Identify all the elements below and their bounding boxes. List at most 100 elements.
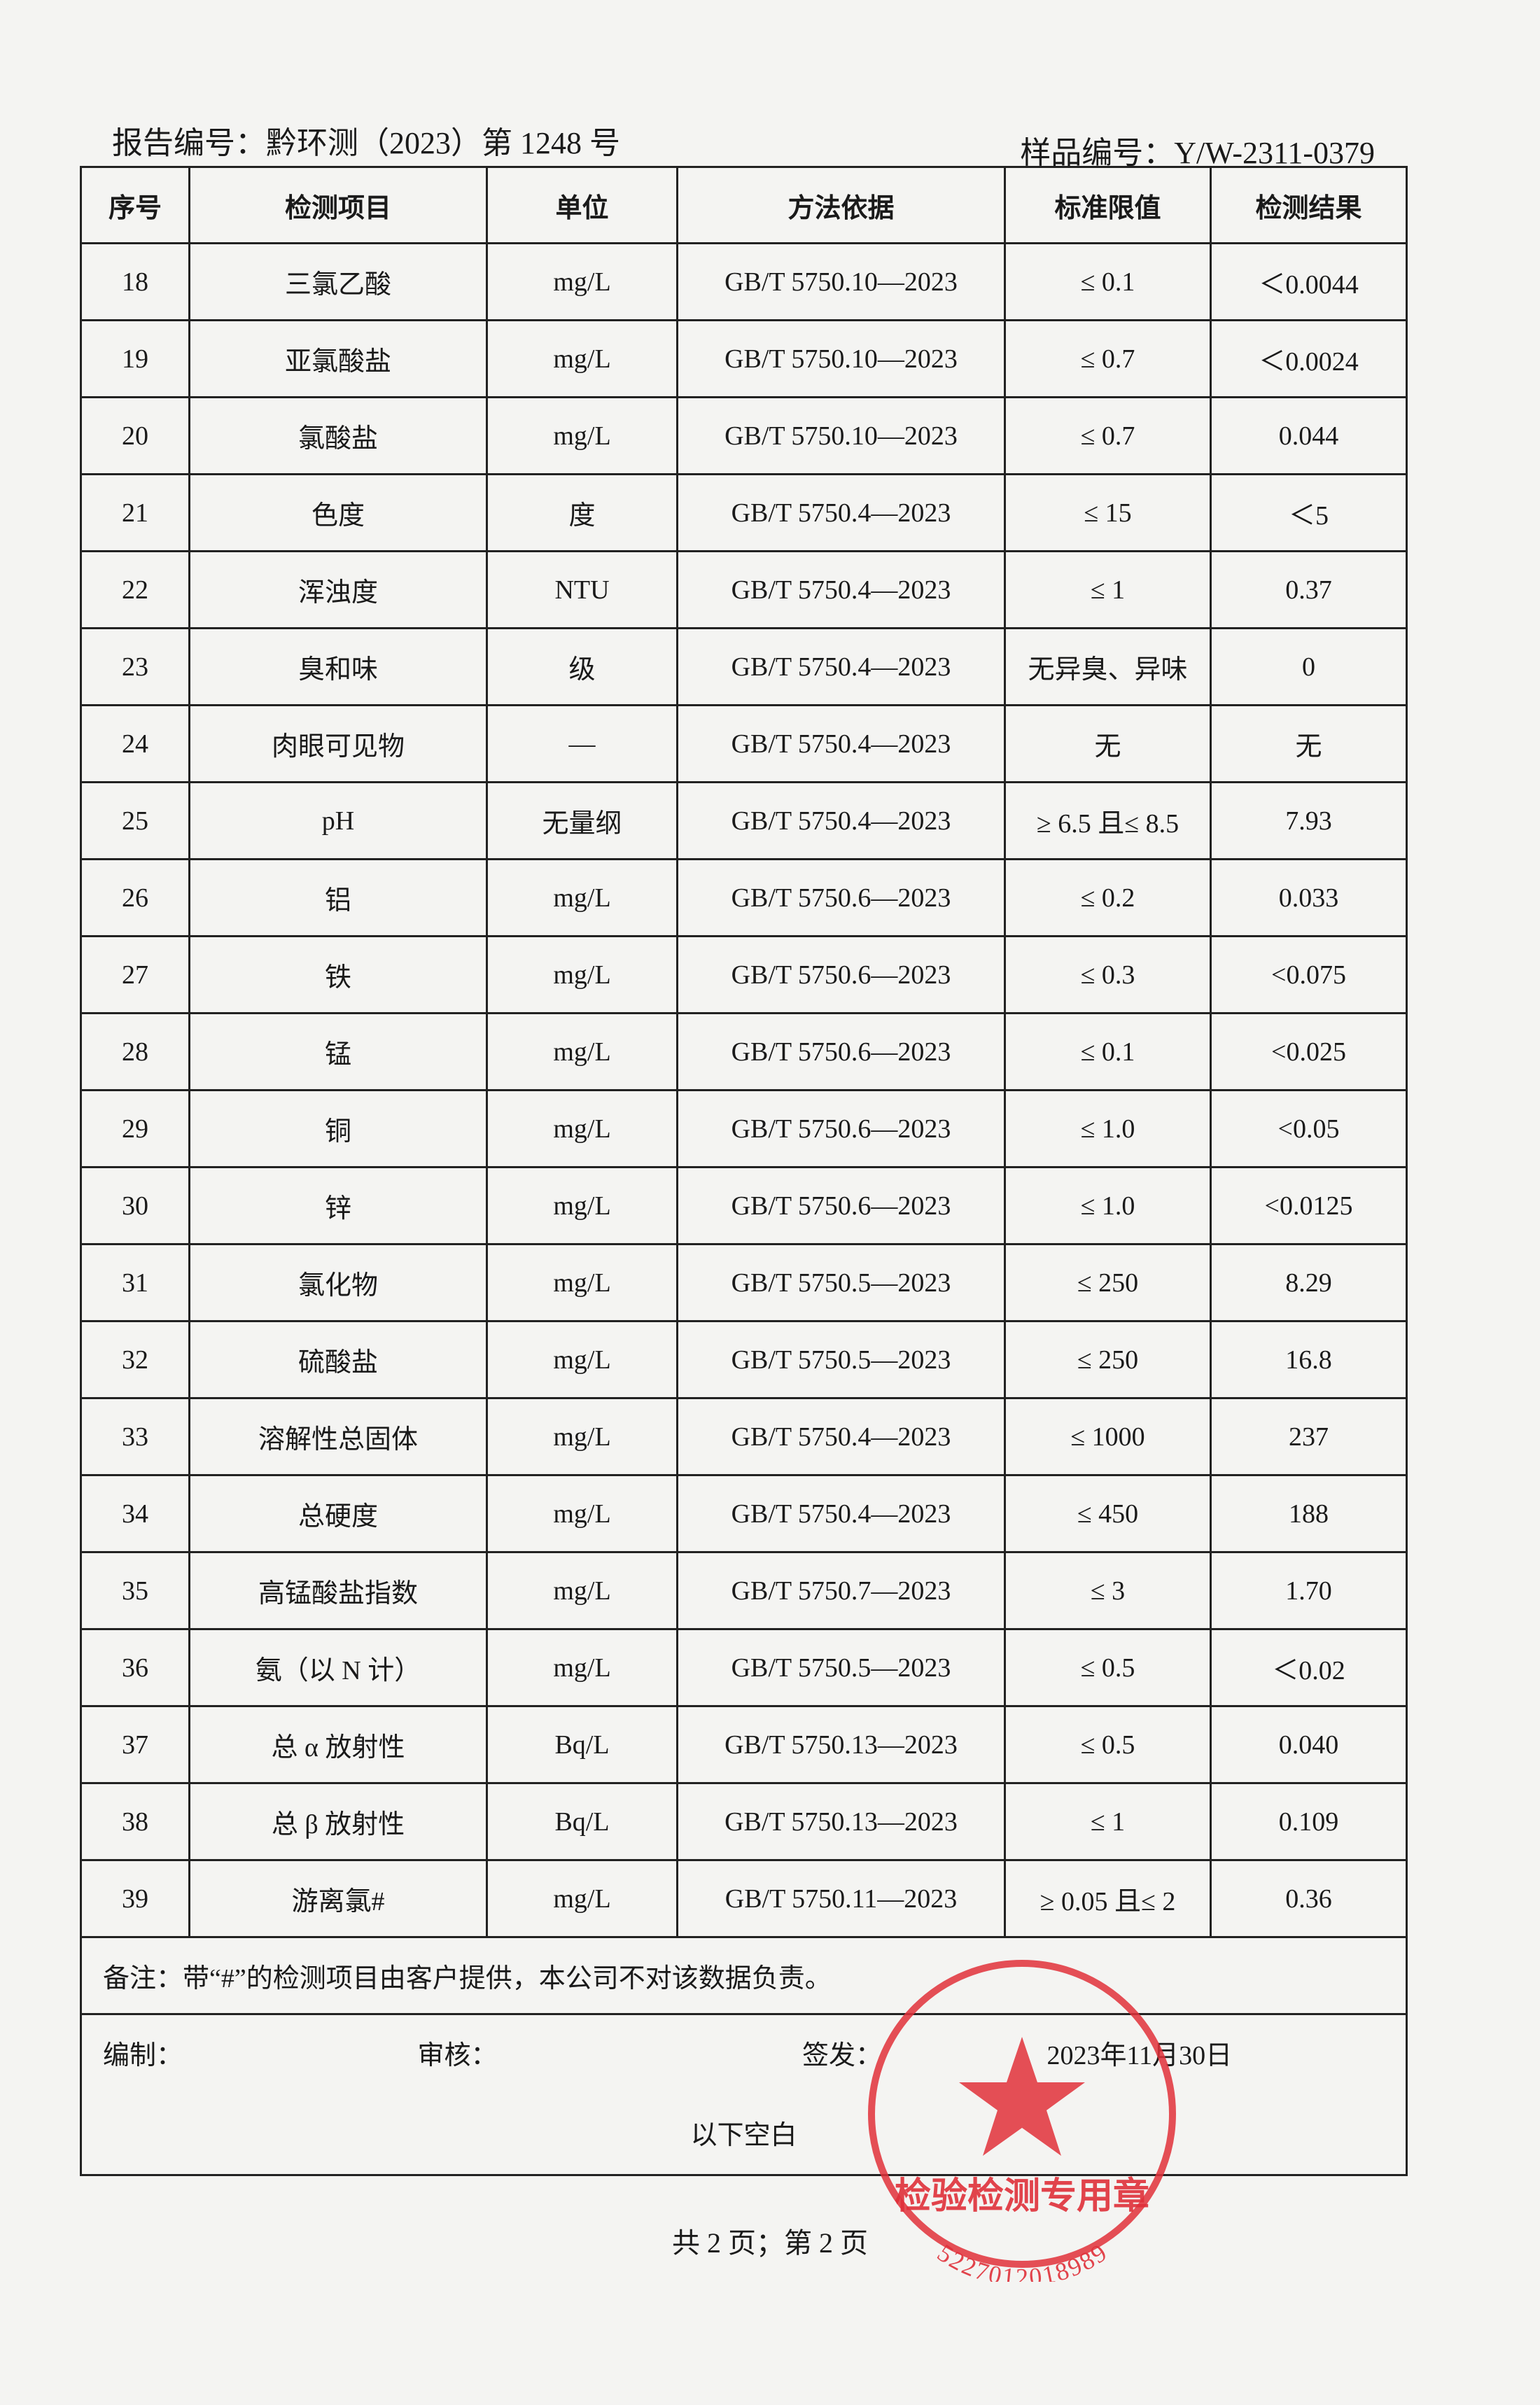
table-cell: GB/T 5750.11—2023 — [676, 1859, 1006, 1938]
table-cell: 19 — [80, 319, 190, 398]
table-cell: 24 — [80, 704, 190, 783]
blank-row: 以下空白 — [80, 2090, 1408, 2176]
table-cell: ≤ 0.2 — [1004, 858, 1212, 937]
table-row: 20 氯酸盐 mg/L GB/T 5750.10—2023 ≤ 0.7 0.044 — [80, 396, 1408, 475]
table-cell: 铁 — [188, 935, 488, 1014]
table-cell: 30 — [80, 1166, 190, 1245]
table-cell: <0.075 — [1210, 935, 1408, 1014]
table-cell: 色度 — [188, 473, 488, 552]
table-cell: 氯酸盐 — [188, 396, 488, 475]
column-header: 单位 — [486, 166, 678, 244]
table-cell: 188 — [1210, 1474, 1408, 1553]
table-cell: mg/L — [486, 396, 678, 475]
table-cell: 36 — [80, 1628, 190, 1707]
table-row: 32 硫酸盐 mg/L GB/T 5750.5—2023 ≤ 250 16.8 — [80, 1320, 1408, 1399]
table-row: 39 游离氯# mg/L GB/T 5750.11—2023 ≥ 0.05 且≤ 2 0.… — [80, 1859, 1408, 1938]
table-cell: 28 — [80, 1012, 190, 1091]
table-cell: ≤ 0.7 — [1004, 396, 1212, 475]
table-cell: 0.033 — [1210, 858, 1408, 937]
table-cell: 锰 — [188, 1012, 488, 1091]
table-cell: 22 — [80, 550, 190, 629]
table-cell: 硫酸盐 — [188, 1320, 488, 1399]
table-cell: 35 — [80, 1551, 190, 1630]
table-cell: ≤ 1.0 — [1004, 1166, 1212, 1245]
table-row: 24 肉眼可见物 — GB/T 5750.4—2023 无无 — [80, 704, 1408, 783]
table-cell: 25 — [80, 781, 190, 860]
table-cell: GB/T 5750.4—2023 — [676, 550, 1006, 629]
table-row: 33 溶解性总固体 mg/L GB/T 5750.4—2023 ≤ 1000 237 — [80, 1397, 1408, 1476]
table-cell: GB/T 5750.13—2023 — [676, 1705, 1006, 1784]
table-cell: mg/L — [486, 1397, 678, 1476]
table-cell: 高锰酸盐指数 — [188, 1551, 488, 1630]
column-header: 标准限值 — [1004, 166, 1212, 244]
blank-text: 以下空白 — [80, 2090, 1408, 2176]
table-row: 37 总 α 放射性 Bq/L GB/T 5750.13—2023 ≤ 0.5 0.040 — [80, 1705, 1408, 1784]
table-cell: ≤ 450 — [1004, 1474, 1212, 1553]
table-row: 28 锰 mg/L GB/T 5750.6—2023 ≤ 0.1 <0.025 — [80, 1012, 1408, 1091]
table-cell: ＜5 — [1210, 473, 1408, 552]
table-cell: ≤ 250 — [1004, 1243, 1212, 1322]
table-cell: 39 — [80, 1859, 190, 1938]
compiled-label: 编制： — [103, 2041, 183, 2070]
page-footer: 共 2 页；第 2 页 — [672, 2227, 868, 2259]
table-cell: ≤ 1.0 — [1004, 1089, 1212, 1168]
seal-ring — [868, 1960, 1176, 2268]
table-cell: 23 — [80, 627, 190, 706]
table-row: 36 氨（以 N 计） mg/L GB/T 5750.5—2023 ≤ 0.5 ＜0.02 — [80, 1628, 1408, 1707]
table-cell: 27 — [80, 935, 190, 1014]
table-row: 22 浑浊度 NTU GB/T 5750.4—2023 ≤ 1 0.37 — [80, 550, 1408, 629]
table-cell: mg/L — [486, 319, 678, 398]
column-header: 方法依据 — [676, 166, 1006, 244]
table-cell: ≥ 0.05 且≤ 2 — [1004, 1859, 1212, 1938]
table-cell: 无 — [1004, 704, 1212, 783]
table-cell: ≤ 0.5 — [1004, 1628, 1212, 1707]
table-cell: 亚氯酸盐 — [188, 319, 488, 398]
table-cell: ≤ 0.1 — [1004, 1012, 1212, 1091]
table-cell: mg/L — [486, 1859, 678, 1938]
table-cell: 0.36 — [1210, 1859, 1408, 1938]
table-cell: 34 — [80, 1474, 190, 1553]
table-cell: GB/T 5750.4—2023 — [676, 473, 1006, 552]
table-cell: 0.109 — [1210, 1782, 1408, 1861]
table-cell: <0.025 — [1210, 1012, 1408, 1091]
table-cell: ≤ 0.3 — [1004, 935, 1212, 1014]
table-cell: GB/T 5750.10—2023 — [676, 396, 1006, 475]
table-cell: 浑浊度 — [188, 550, 488, 629]
table-cell: ＜0.0044 — [1210, 242, 1408, 321]
table-cell: Bq/L — [486, 1782, 678, 1861]
table-cell: mg/L — [486, 1243, 678, 1322]
table-row: 18 三氯乙酸 mg/L GB/T 5750.10—2023 ≤ 0.1 ＜0.0044 — [80, 242, 1408, 321]
table-cell: mg/L — [486, 858, 678, 937]
table-cell: GB/T 5750.10—2023 — [676, 319, 1006, 398]
table-row: 35 高锰酸盐指数 mg/L GB/T 5750.7—2023 ≤ 3 1.70 — [80, 1551, 1408, 1630]
table-cell: GB/T 5750.4—2023 — [676, 1474, 1006, 1553]
seal: 检验检测专用章 5227012018989 — [868, 1960, 1176, 2282]
table-cell: mg/L — [486, 1166, 678, 1245]
note: 备注：带“#”的检测项目由客户提供，本公司不对该数据负责。 — [80, 1936, 1408, 2015]
table-cell: 38 — [80, 1782, 190, 1861]
seal-title: 检验检测专用章 — [895, 2175, 1149, 2217]
table-cell: mg/L — [486, 242, 678, 321]
table-cell: mg/L — [486, 1474, 678, 1553]
table-cell: GB/T 5750.6—2023 — [676, 1012, 1006, 1091]
note-row: 备注：带“#”的检测项目由客户提供，本公司不对该数据负责。 — [80, 1936, 1408, 2015]
table-cell: GB/T 5750.6—2023 — [676, 858, 1006, 937]
table-cell: ≤ 1 — [1004, 550, 1212, 629]
table-cell: ＜0.02 — [1210, 1628, 1408, 1707]
table-cell: 总硬度 — [188, 1474, 488, 1553]
report-number: 报告编号：黔环测（2023）第 1248 号 — [112, 126, 620, 160]
table-cell: 铝 — [188, 858, 488, 937]
table-cell: GB/T 5750.6—2023 — [676, 1089, 1006, 1168]
table-cell: GB/T 5750.5—2023 — [676, 1628, 1006, 1707]
table-cell: ≥ 6.5 且≤ 8.5 — [1004, 781, 1212, 860]
table-cell: 21 — [80, 473, 190, 552]
table-cell: 7.93 — [1210, 781, 1408, 860]
table-cell: 无 — [1210, 704, 1408, 783]
table-cell: 无异臭、异味 — [1004, 627, 1212, 706]
table-cell: GB/T 5750.6—2023 — [676, 1166, 1006, 1245]
table-cell: mg/L — [486, 1089, 678, 1168]
sample-number: 样品编号：Y/W-2311-0379 — [1020, 136, 1375, 170]
table-cell: ≤ 250 — [1004, 1320, 1212, 1399]
column-header: 检测结果 — [1210, 166, 1408, 244]
